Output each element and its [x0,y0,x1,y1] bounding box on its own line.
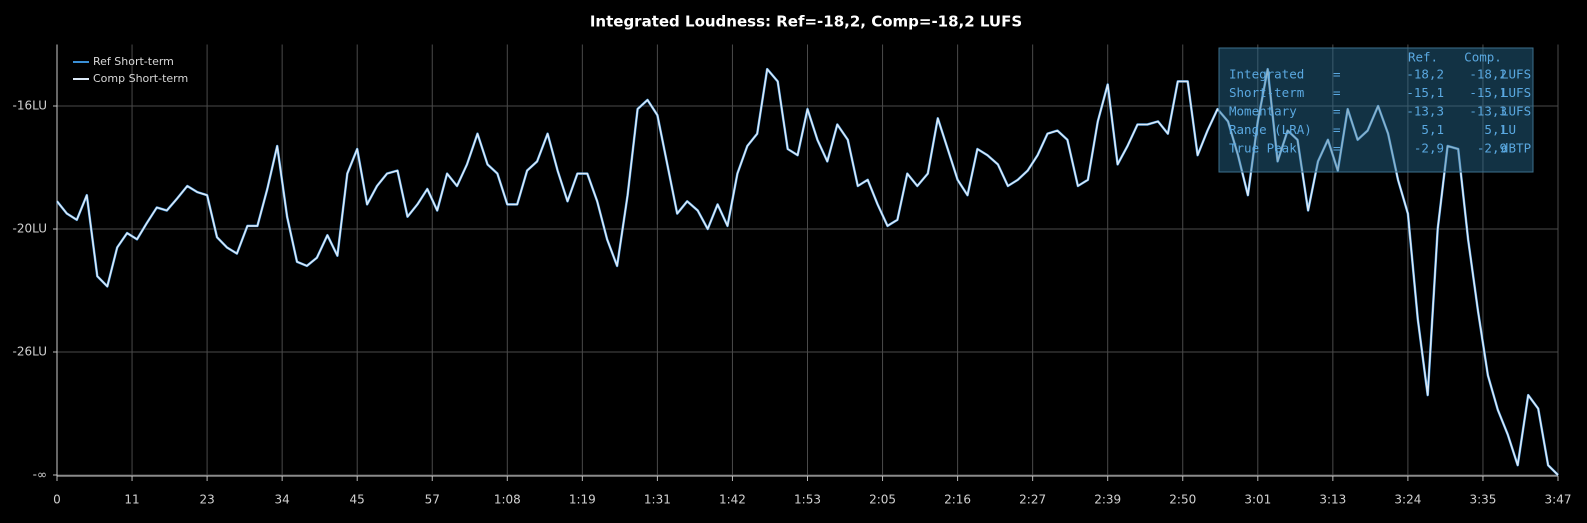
stats-cell: dBTP [1501,141,1531,156]
stats-header: Ref. [1408,50,1438,65]
stats-cell: True Peak [1229,141,1297,156]
x-tick-label: 2:16 [944,493,971,507]
x-tick-label: 1:19 [569,493,596,507]
stats-cell: = [1333,104,1341,119]
x-tick-label: 45 [350,493,365,507]
stats-cell: LUFS [1501,85,1531,100]
x-tick-label: 1:08 [494,493,521,507]
stats-box [1218,47,1534,173]
x-tick-label: 3:13 [1319,493,1346,507]
x-tick-label: 11 [124,493,139,507]
stats-cell: -13,3 [1406,104,1444,119]
stats-cell: Momentary [1229,104,1297,119]
y-tick-label: -20LU [13,222,47,236]
stats-cell: Short-term [1229,85,1304,100]
stats-cell: -15,1 [1406,85,1444,100]
y-tick-label: -∞ [33,468,47,482]
legend-label: Ref Short-term [93,55,174,68]
stats-cell: = [1333,141,1341,156]
x-tick-label: 2:39 [1094,493,1121,507]
x-tick-label: 1:42 [719,493,746,507]
x-tick-label: 3:01 [1244,493,1271,507]
stats-cell: -18,2 [1469,67,1507,82]
x-tick-label: 23 [199,493,214,507]
x-tick-label: 1:53 [794,493,821,507]
y-tick-label: -16LU [13,99,47,113]
stats-cell: LU [1501,122,1516,137]
x-tick-label: 3:35 [1469,493,1496,507]
stats-cell: -18,2 [1406,67,1444,82]
x-tick-label: 0 [53,493,61,507]
x-tick-label: 2:50 [1169,493,1196,507]
stats-cell: -2,9 [1477,141,1507,156]
stats-cell: Integrated [1229,67,1304,82]
stats-cell: LUFS [1501,67,1531,82]
stats-cell: = [1333,85,1341,100]
x-tick-label: 2:27 [1019,493,1046,507]
stats-cell: = [1333,67,1341,82]
stats-cell: Range (LRA) [1229,122,1312,137]
x-tick-label: 34 [275,493,290,507]
x-tick-label: 2:05 [869,493,896,507]
x-tick-label: 57 [425,493,440,507]
series-line [56,68,1559,476]
stats-cell: LUFS [1501,104,1531,119]
x-tick-label: 3:47 [1545,493,1572,507]
stats-cell: -13,3 [1469,104,1507,119]
y-tick-label: -26LU [13,345,47,359]
stats-cell: 5,1 [1484,122,1507,137]
stats-cell: -2,9 [1414,141,1444,156]
legend-label: Comp Short-term [93,72,188,85]
stats-cell: = [1333,122,1341,137]
chart-title: Integrated Loudness: Ref=-18,2, Comp=-18… [590,13,1022,31]
x-tick-label: 1:31 [644,493,671,507]
stats-cell: 5,1 [1421,122,1444,137]
stats-cell: -15,1 [1469,85,1507,100]
x-tick-label: 3:24 [1394,493,1421,507]
stats-header: Comp. [1464,50,1502,65]
